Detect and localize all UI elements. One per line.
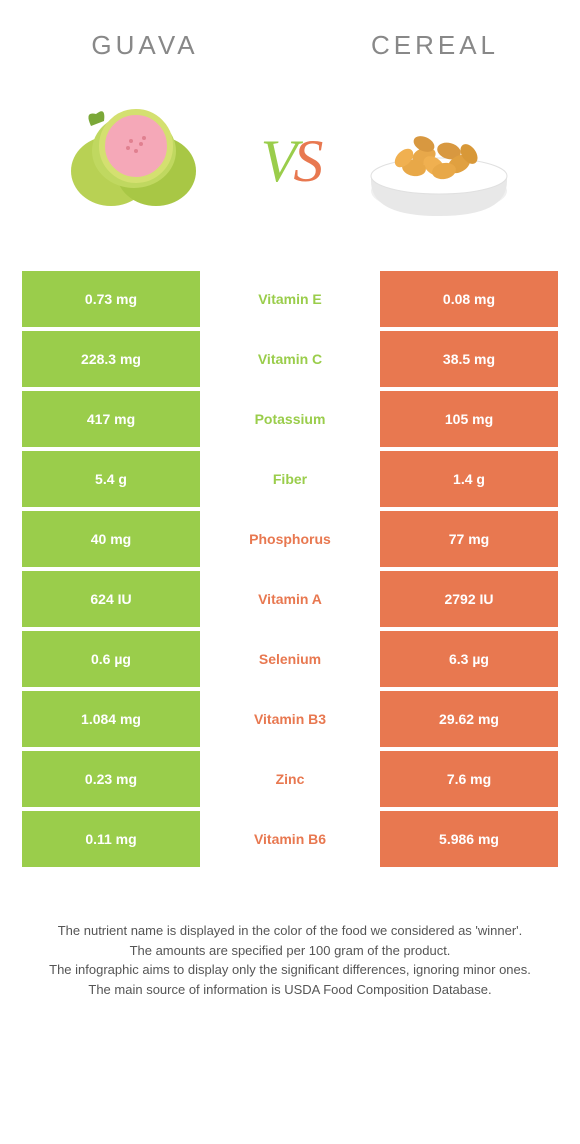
cell-nutrient-label: Vitamin B3	[200, 691, 380, 747]
table-row: 0.73 mgVitamin E0.08 mg	[22, 271, 558, 327]
nutrient-table: 0.73 mgVitamin E0.08 mg228.3 mgVitamin C…	[0, 271, 580, 867]
guava-image	[51, 91, 231, 231]
cell-right-value: 38.5 mg	[380, 331, 558, 387]
cell-left-value: 624 IU	[22, 571, 200, 627]
table-row: 0.11 mgVitamin B65.986 mg	[22, 811, 558, 867]
title-left: Guava	[0, 30, 290, 61]
table-row: 5.4 gFiber1.4 g	[22, 451, 558, 507]
cell-left-value: 417 mg	[22, 391, 200, 447]
cell-nutrient-label: Vitamin B6	[200, 811, 380, 867]
table-row: 1.084 mgVitamin B329.62 mg	[22, 691, 558, 747]
cell-right-value: 29.62 mg	[380, 691, 558, 747]
cell-right-value: 5.986 mg	[380, 811, 558, 867]
table-row: 0.23 mgZinc7.6 mg	[22, 751, 558, 807]
cereal-icon	[354, 96, 524, 226]
vs-label: VS	[261, 127, 320, 196]
guava-icon	[56, 96, 226, 226]
hero-row: VS	[0, 71, 580, 271]
cell-right-value: 105 mg	[380, 391, 558, 447]
table-row: 417 mgPotassium105 mg	[22, 391, 558, 447]
table-row: 40 mgPhosphorus77 mg	[22, 511, 558, 567]
cell-nutrient-label: Zinc	[200, 751, 380, 807]
cell-left-value: 0.11 mg	[22, 811, 200, 867]
cell-right-value: 2792 IU	[380, 571, 558, 627]
cell-right-value: 6.3 µg	[380, 631, 558, 687]
vs-v: V	[261, 128, 294, 194]
cell-left-value: 0.73 mg	[22, 271, 200, 327]
cell-nutrient-label: Fiber	[200, 451, 380, 507]
cell-right-value: 77 mg	[380, 511, 558, 567]
cell-left-value: 1.084 mg	[22, 691, 200, 747]
cell-left-value: 228.3 mg	[22, 331, 200, 387]
cell-left-value: 5.4 g	[22, 451, 200, 507]
titles-row: Guava Cereal	[0, 0, 580, 71]
cell-nutrient-label: Potassium	[200, 391, 380, 447]
cell-nutrient-label: Phosphorus	[200, 511, 380, 567]
cell-right-value: 0.08 mg	[380, 271, 558, 327]
table-row: 228.3 mgVitamin C38.5 mg	[22, 331, 558, 387]
cereal-image	[349, 91, 529, 231]
cell-left-value: 40 mg	[22, 511, 200, 567]
footer-line-1: The nutrient name is displayed in the co…	[22, 921, 558, 941]
title-right: Cereal	[290, 30, 580, 61]
footer-line-3: The infographic aims to display only the…	[22, 960, 558, 980]
cell-left-value: 0.23 mg	[22, 751, 200, 807]
cell-nutrient-label: Vitamin C	[200, 331, 380, 387]
cell-right-value: 1.4 g	[380, 451, 558, 507]
cell-left-value: 0.6 µg	[22, 631, 200, 687]
footer-line-4: The main source of information is USDA F…	[22, 980, 558, 1000]
cell-nutrient-label: Vitamin E	[200, 271, 380, 327]
table-row: 624 IUVitamin A2792 IU	[22, 571, 558, 627]
vs-s: S	[293, 128, 319, 194]
footer-notes: The nutrient name is displayed in the co…	[0, 871, 580, 999]
cell-right-value: 7.6 mg	[380, 751, 558, 807]
footer-line-2: The amounts are specified per 100 gram o…	[22, 941, 558, 961]
cell-nutrient-label: Vitamin A	[200, 571, 380, 627]
table-row: 0.6 µgSelenium6.3 µg	[22, 631, 558, 687]
cell-nutrient-label: Selenium	[200, 631, 380, 687]
